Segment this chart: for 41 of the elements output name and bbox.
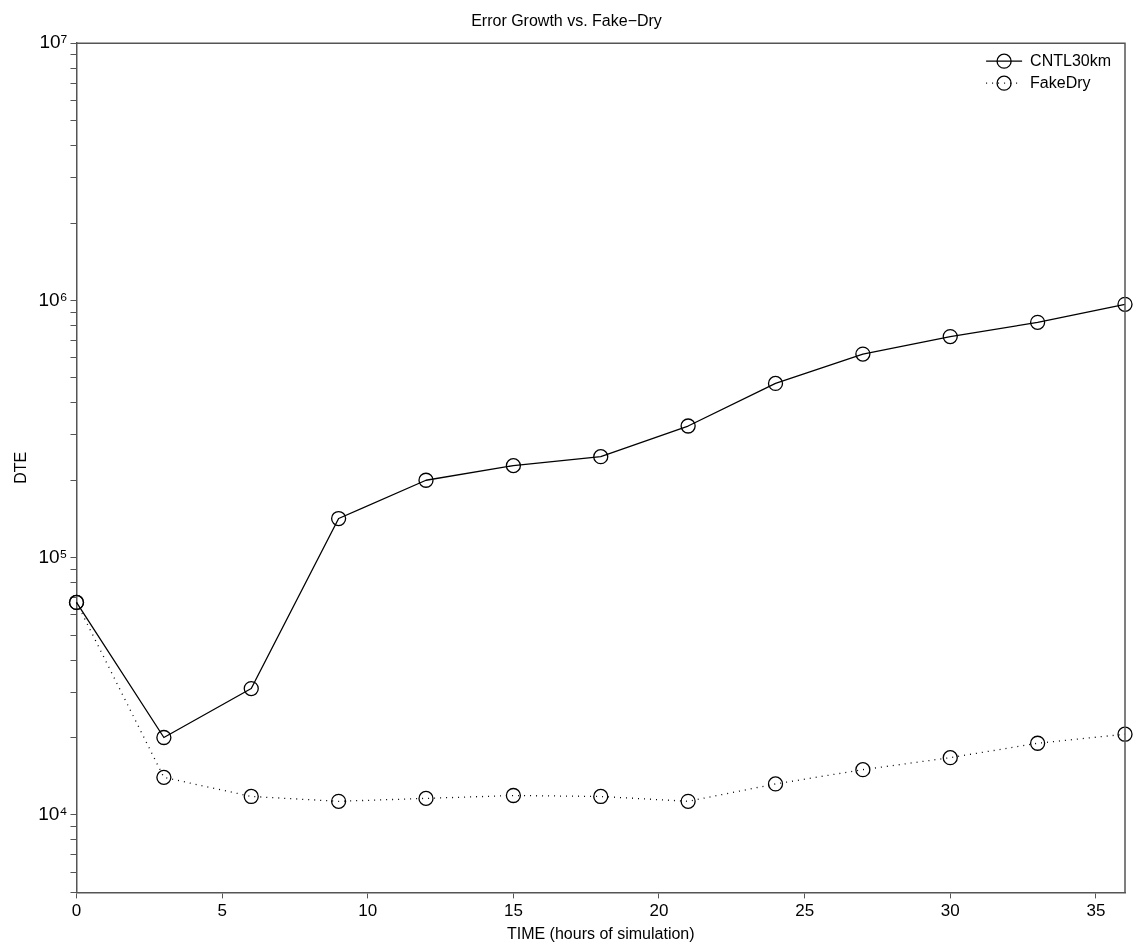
point [330,793,347,809]
point [505,787,522,804]
point [942,750,958,766]
y-tick-label: 10⁵ [38,545,68,567]
y-tick-label: 10⁷ [39,31,68,53]
point [505,457,522,474]
y-axis-title: DTE [12,451,30,484]
x-tick-label: 25 [795,901,815,921]
point [767,375,784,392]
point [767,776,784,792]
point [330,510,347,527]
x-tick-label: 20 [649,901,669,921]
point [156,769,172,786]
point [680,418,696,434]
point [855,762,871,778]
x-tick-label: 15 [503,901,523,921]
point [1029,314,1046,330]
x-tick-label: 35 [1086,901,1106,921]
x-tick-label: 5 [217,901,227,921]
legend-label: CNTL30km [1030,51,1111,69]
point [156,729,172,746]
point [418,790,434,807]
point [1117,296,1133,312]
y-tick-label: 10⁶ [38,288,68,310]
y-tick-label: 10⁴ [38,803,68,825]
x-tick-label: 0 [71,901,82,921]
x-tick-label: 10 [358,901,378,921]
point [418,472,434,488]
x-axis-title: TIME (hours of simulation) [506,924,695,942]
point [680,793,696,809]
legend-label: FakeDry [1030,73,1091,91]
point [1117,726,1133,742]
point [593,449,609,465]
point [593,788,609,805]
point [243,788,259,805]
point [855,346,871,362]
point [1029,735,1046,751]
x-tick-label: 30 [940,901,960,921]
chart-title: Error Growth vs. Fake−Dry [471,12,662,30]
point [243,680,259,697]
point [942,328,958,345]
